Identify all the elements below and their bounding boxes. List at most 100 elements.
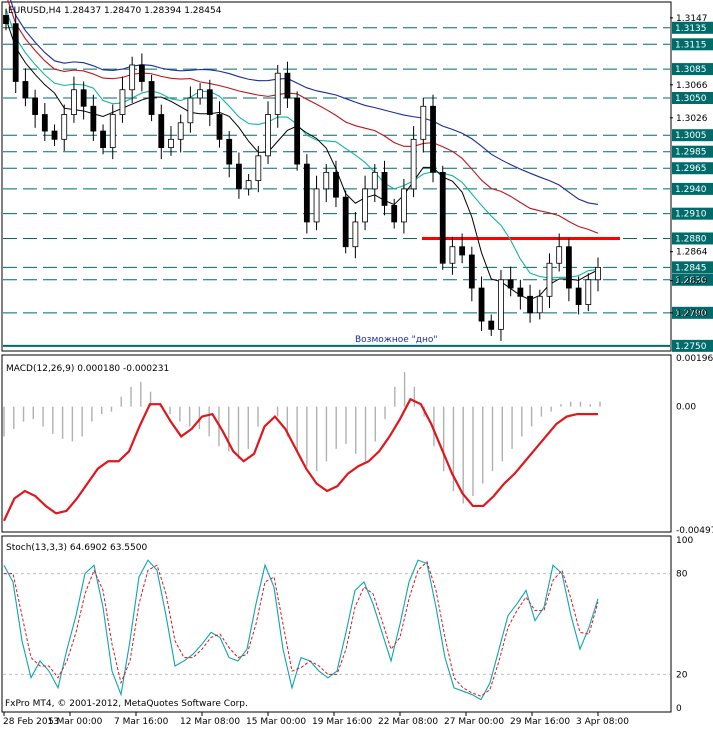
footer-copyright: FxPro MT4, © 2001-2012, MetaQuotes Softw… [5, 699, 248, 709]
candle-body [187, 97, 194, 124]
level-price-tag [672, 232, 713, 245]
candle-body [449, 246, 456, 264]
price-tick-label: 1.3026 [676, 114, 708, 124]
time-tick-label: 15 Mar 00:00 [246, 717, 306, 727]
time-tick-label: 5 Mar 00:00 [48, 717, 103, 727]
level-price-label: 1.2790 [675, 309, 707, 319]
candle-body [255, 155, 262, 182]
stoch-main-line [3, 559, 599, 701]
level-price-tag [672, 92, 713, 105]
stoch-tick-label: 80 [676, 570, 688, 580]
level-price-label: 1.2940 [675, 185, 707, 195]
level-price-label: 1.2910 [675, 210, 707, 220]
macd-tick-label: 0.00 [676, 403, 696, 413]
candle-body [342, 196, 349, 248]
stoch-signal-line [4, 560, 599, 697]
candle-body [100, 130, 106, 148]
candle-body [168, 138, 174, 148]
candle-body [420, 105, 427, 140]
candle-body [498, 279, 504, 330]
candle-body [177, 122, 184, 140]
level-price-tag [672, 306, 713, 319]
candle-body [323, 171, 330, 190]
macd-signal-line [3, 397, 598, 522]
candle-body [565, 246, 572, 289]
stoch-series [3, 559, 670, 701]
candle-body [430, 105, 436, 173]
candle-body [22, 81, 29, 99]
stoch-label: Stoch(13,3,3) 64.6902 63.5500 [6, 543, 147, 553]
stoch-tick-label: 0 [676, 704, 682, 714]
level-price-tag [672, 145, 713, 158]
macd-tick-label: 0.001968 [676, 354, 713, 364]
candle-body [585, 279, 592, 305]
macd-axis: 0.001968 0.00 -0.00497 [676, 354, 713, 536]
candle-body [391, 205, 398, 223]
candle-body [294, 97, 301, 165]
candle-body [274, 72, 281, 115]
candle-body [333, 171, 339, 198]
price-tick-label: 1.2829 [676, 277, 708, 287]
candle-body [119, 89, 126, 115]
candle-body [236, 163, 242, 190]
candle-body [80, 89, 87, 107]
candle-body [109, 114, 116, 148]
time-tick-label: 27 Mar 00:00 [444, 717, 504, 727]
macd-label: MACD(12,26,9) 0.000180 -0.000231 [6, 364, 169, 374]
price-axis: 1.3135 1.3115 1.3085 1.3050 1.3005 1.2985 1.29… [670, 14, 713, 352]
candle-body [536, 295, 543, 314]
candle-body [138, 64, 145, 82]
stoch-panel-frame [1, 535, 672, 713]
candle-body [410, 138, 417, 190]
time-tick-label: 12 Mar 08:00 [180, 717, 240, 727]
time-tick-label: 7 Mar 16:00 [114, 717, 169, 727]
level-price-label: 1.3085 [675, 65, 707, 75]
stoch-tick-label: 20 [676, 670, 688, 680]
time-tick-label: 29 Mar 16:00 [510, 717, 570, 727]
level-price-label: 1.3115 [675, 40, 707, 50]
stoch-axis: 100 80 20 0 [676, 536, 693, 714]
candle-body [468, 254, 475, 289]
level-price-label: 1.3050 [675, 94, 707, 104]
candle-body [595, 266, 601, 281]
level-price-label: 1.3135 [675, 24, 707, 34]
price-tick-label: 1.3147 [676, 14, 708, 24]
macd-tick-label: -0.00497 [676, 526, 713, 536]
candle-body [488, 320, 495, 330]
price-tick-label: 1.2790 [676, 309, 708, 319]
bottom-annotation: Возможное "дно" [355, 335, 438, 345]
candle-body [206, 89, 213, 115]
candle-body [245, 180, 252, 190]
level-price-label: 1.3005 [675, 131, 707, 141]
stoch-tick-label: 100 [676, 536, 693, 546]
candle-body [265, 114, 271, 157]
level-price-label: 1.2830 [675, 276, 707, 286]
level-price-tag [672, 182, 713, 195]
candle-body [439, 171, 446, 264]
candle-body [303, 163, 310, 223]
price-tick-label: 1.2864 [676, 248, 708, 258]
candle-body [527, 295, 533, 314]
time-tick-label: 28 Feb 2013 [3, 717, 59, 727]
macd-series [3, 371, 601, 522]
candle-body [148, 81, 155, 115]
candle-body [575, 287, 582, 305]
time-tick-label: 3 Apr 08:00 [576, 717, 629, 727]
level-price-tag [672, 273, 713, 286]
candle-body [284, 72, 291, 99]
chart-title: EURUSD,H4 1.28437 1.28470 1.28394 1.2845… [8, 6, 222, 16]
level-price-tag [672, 21, 713, 34]
candle-body [216, 114, 223, 140]
candle-body [313, 188, 320, 223]
candle-body [507, 279, 514, 289]
level-price-label: 1.2965 [675, 164, 707, 174]
candle-body [556, 246, 563, 264]
price-tick-label: 1.3066 [676, 81, 708, 91]
level-price-tag [672, 162, 713, 175]
level-price-tag [672, 339, 713, 352]
candle-body [226, 138, 233, 165]
level-price-label: 1.2845 [675, 263, 707, 273]
ma-red-line [7, 0, 599, 234]
candle-body [51, 130, 58, 140]
